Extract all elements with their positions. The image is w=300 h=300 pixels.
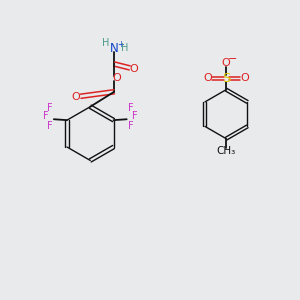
Text: CH₃: CH₃	[217, 146, 236, 156]
Text: O: O	[203, 73, 212, 83]
Text: H: H	[101, 38, 109, 47]
Text: −: −	[228, 54, 237, 64]
Text: F: F	[43, 111, 48, 121]
Text: F: F	[47, 121, 53, 130]
Text: F: F	[128, 121, 134, 130]
Text: S: S	[222, 72, 230, 85]
Text: F: F	[47, 103, 53, 112]
Text: F: F	[128, 103, 134, 112]
Text: O: O	[112, 73, 121, 83]
Text: O: O	[241, 73, 249, 83]
Text: O: O	[130, 64, 139, 74]
Text: F: F	[132, 111, 138, 121]
Text: H: H	[121, 44, 128, 53]
Text: O: O	[222, 58, 230, 68]
Text: N: N	[110, 42, 118, 55]
Text: +: +	[117, 40, 124, 49]
Text: O: O	[71, 92, 80, 102]
